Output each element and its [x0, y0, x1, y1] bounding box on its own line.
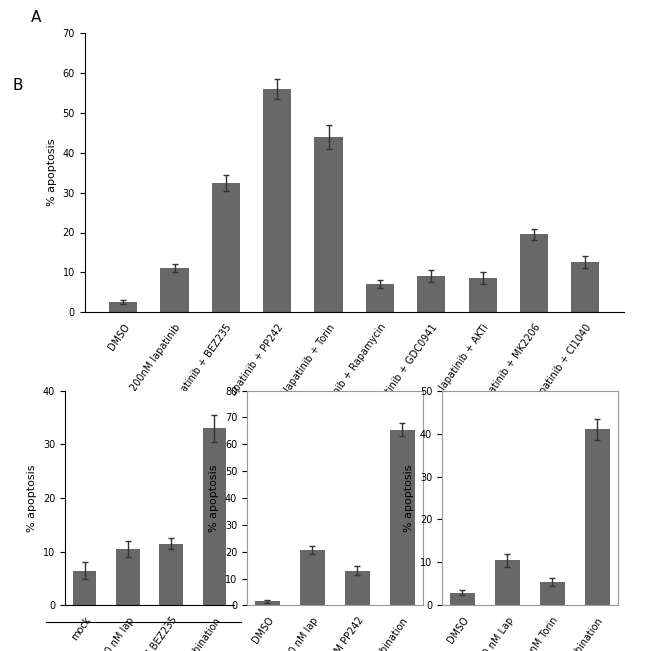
- Bar: [315, 137, 343, 312]
- Bar: [73, 570, 96, 605]
- Bar: [366, 284, 394, 312]
- Bar: [203, 428, 226, 605]
- Bar: [571, 262, 599, 312]
- Y-axis label: % apoptosis: % apoptosis: [47, 139, 57, 206]
- Bar: [520, 234, 548, 312]
- Bar: [255, 602, 280, 605]
- Bar: [540, 582, 565, 605]
- Bar: [390, 430, 415, 605]
- Bar: [212, 182, 240, 312]
- Bar: [263, 89, 291, 312]
- Y-axis label: % apoptosis: % apoptosis: [27, 464, 37, 532]
- Text: B: B: [13, 78, 23, 93]
- Bar: [469, 279, 497, 312]
- Bar: [417, 277, 445, 312]
- Bar: [159, 544, 183, 605]
- Bar: [495, 561, 519, 605]
- Text: A: A: [31, 10, 41, 25]
- Bar: [345, 570, 370, 605]
- Bar: [585, 429, 610, 605]
- Bar: [300, 550, 324, 605]
- Bar: [109, 303, 137, 312]
- Y-axis label: % apoptosis: % apoptosis: [404, 464, 414, 532]
- Bar: [161, 268, 188, 312]
- Bar: [450, 592, 474, 605]
- Bar: [116, 549, 140, 605]
- Y-axis label: % apoptosis: % apoptosis: [209, 464, 219, 532]
